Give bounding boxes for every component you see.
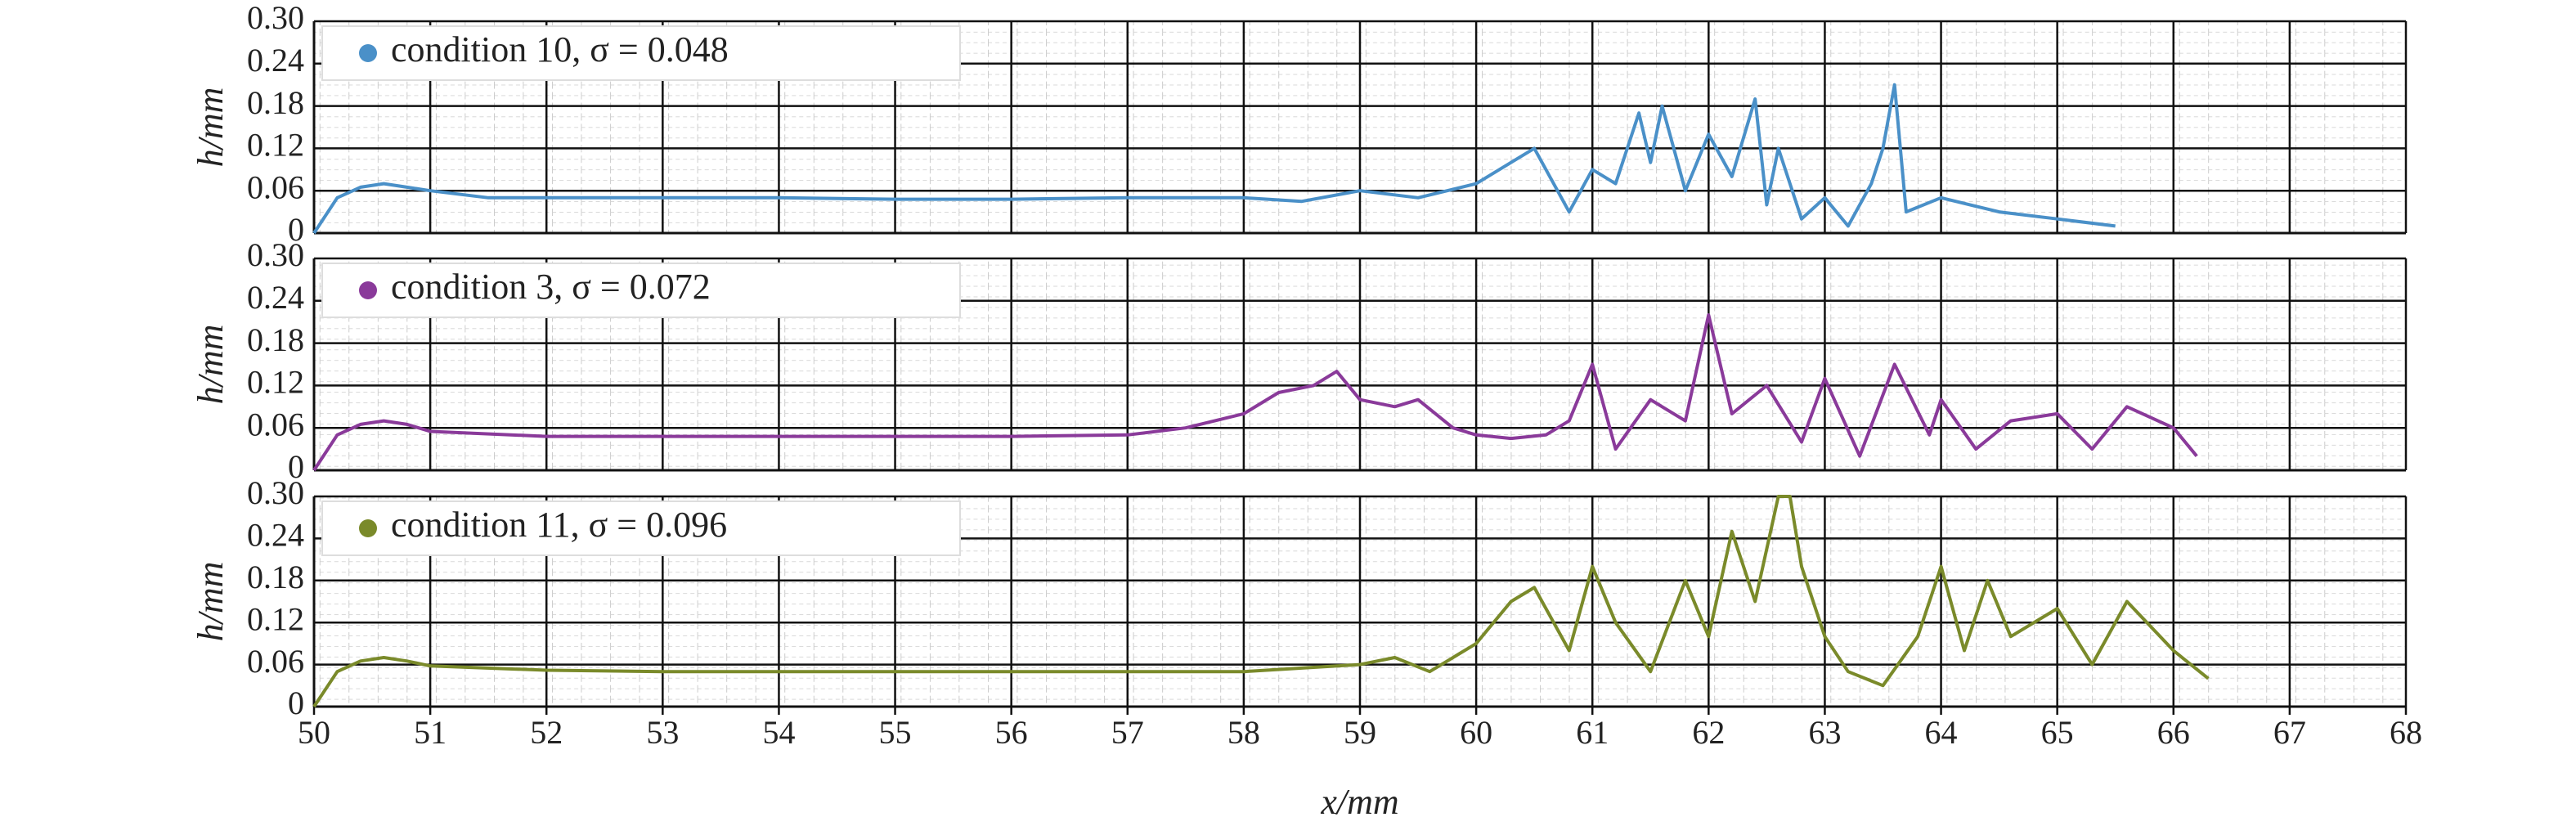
y-tick-label: 0.30 xyxy=(247,0,304,36)
x-tick-label: 64 xyxy=(1925,714,1958,751)
legend: condition 3, σ = 0.072 xyxy=(321,263,961,318)
legend-marker xyxy=(359,281,377,299)
legend-box xyxy=(321,501,961,556)
x-tick-label: 54 xyxy=(762,714,795,751)
y-tick-label: 0 xyxy=(288,211,304,248)
x-tick-label: 68 xyxy=(2390,714,2422,751)
data-line xyxy=(312,83,2116,235)
x-tick-label: 65 xyxy=(2041,714,2074,751)
y-tick-label: 0.12 xyxy=(247,600,304,637)
legend-label: condition 11, σ = 0.096 xyxy=(391,505,727,545)
x-tick-label: 53 xyxy=(646,714,679,751)
x-tick-label: 59 xyxy=(1344,714,1376,751)
x-tick-label: 50 xyxy=(298,714,330,751)
y-tick-label: 0.06 xyxy=(247,643,304,680)
x-tick-label: 67 xyxy=(2273,714,2306,751)
legend-label: condition 10, σ = 0.048 xyxy=(391,29,729,70)
x-tick-label: 55 xyxy=(879,714,912,751)
y-axis-label: h/mm xyxy=(191,88,231,168)
y-tick-label: 0.24 xyxy=(247,517,304,554)
y-tick-label: 0.24 xyxy=(247,42,304,79)
y-tick-label: 0.18 xyxy=(247,559,304,595)
x-tick-label: 60 xyxy=(1460,714,1492,751)
y-axis-label: h/mm xyxy=(191,325,231,405)
x-tick-label: 62 xyxy=(1692,714,1725,751)
y-tick-label: 0 xyxy=(288,448,304,485)
x-tick-label: 58 xyxy=(1227,714,1260,751)
x-tick-label: 61 xyxy=(1576,714,1609,751)
y-tick-label: 0.06 xyxy=(247,168,304,205)
legend-marker xyxy=(359,519,377,537)
x-tick-label: 56 xyxy=(995,714,1028,751)
y-tick-label: 0.18 xyxy=(247,84,304,121)
y-tick-label: 0.12 xyxy=(247,127,304,164)
y-tick-label: 0.24 xyxy=(247,279,304,316)
x-tick-label: 57 xyxy=(1111,714,1144,751)
legend: condition 11, σ = 0.096 xyxy=(321,501,961,556)
data-line xyxy=(312,313,2198,472)
y-tick-label: 0 xyxy=(288,685,304,721)
y-tick-label: 0.30 xyxy=(247,474,304,511)
y-axis-label: h/mm xyxy=(191,562,231,642)
y-tick-label: 0.30 xyxy=(247,236,304,273)
legend-box xyxy=(321,263,961,318)
x-tick-label: 63 xyxy=(1808,714,1841,751)
x-axis-label: x/mm xyxy=(1320,782,1398,822)
legend: condition 10, σ = 0.048 xyxy=(321,25,961,81)
legend-marker xyxy=(359,44,377,62)
legend-box xyxy=(321,25,961,81)
y-tick-label: 0.06 xyxy=(247,406,304,442)
x-tick-label: 66 xyxy=(2157,714,2190,751)
y-tick-label: 0.12 xyxy=(247,364,304,401)
data-line xyxy=(312,495,2210,708)
legend-label: condition 3, σ = 0.072 xyxy=(391,267,711,307)
x-tick-label: 52 xyxy=(530,714,563,751)
y-tick-label: 0.18 xyxy=(247,321,304,358)
x-tick-label: 51 xyxy=(414,714,447,751)
